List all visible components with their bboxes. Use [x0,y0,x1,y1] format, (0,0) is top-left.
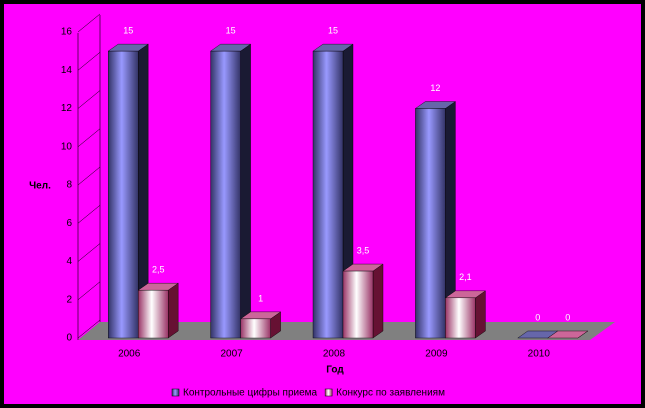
y-tick-label: 4 [66,256,72,267]
x-axis-label: Год [326,365,344,376]
tick-mark [77,205,101,224]
y-tick-label: 12 [61,103,73,114]
legend-label: Конкурс по заявлениям [336,388,445,399]
bar-side [475,290,486,339]
tick-mark [77,90,101,109]
legend-label: Контрольные цифры приема [183,387,318,399]
x-tick-label: 2008 [323,349,346,360]
y-axis-label: Чел. [29,181,51,192]
bar [342,270,374,339]
bar [415,108,446,339]
y-tick-label: 0 [66,333,72,344]
value-label: 0 [535,312,540,322]
bar [240,318,271,339]
bar-side [240,43,251,339]
x-tick-label: 2010 [528,349,551,360]
value-label: 15 [328,26,338,36]
bar [312,50,344,339]
y-tick-label: 6 [66,218,72,229]
x-tick-label: 2009 [425,349,448,360]
bar-side [167,282,179,339]
value-label: 2,1 [459,272,472,282]
tick-mark [77,166,101,186]
value-label: 15 [123,26,133,36]
tick-mark [77,243,101,262]
tick-mark [77,281,101,300]
y-tick-label: 16 [61,27,73,38]
x-tick-label: 2006 [118,349,141,360]
y-tick-label: 8 [66,180,72,191]
value-label: 3,5 [357,245,370,255]
value-label: 15 [226,26,236,36]
tick-mark [77,319,101,339]
bar [137,289,169,339]
bar-side [372,263,384,339]
y-tick-label: 14 [61,65,73,76]
bar [210,50,241,339]
x-tick-label: 2007 [220,349,243,360]
tick-mark [77,13,101,33]
bar [445,297,476,339]
y-tick-label: 10 [61,141,73,152]
y-tick-label: 2 [66,294,72,305]
legend-swatch [324,388,333,397]
tick-mark [77,52,101,71]
bar [107,50,139,339]
bar-top [547,330,589,339]
legend: Контрольные цифры приема Конкурс по заявл… [171,387,445,399]
value-label: 2,5 [152,265,165,275]
legend-swatch [171,388,180,397]
value-label: 12 [430,83,440,93]
tick-mark [77,128,101,147]
value-label: 0 [565,312,570,322]
value-label: 1 [258,293,263,303]
